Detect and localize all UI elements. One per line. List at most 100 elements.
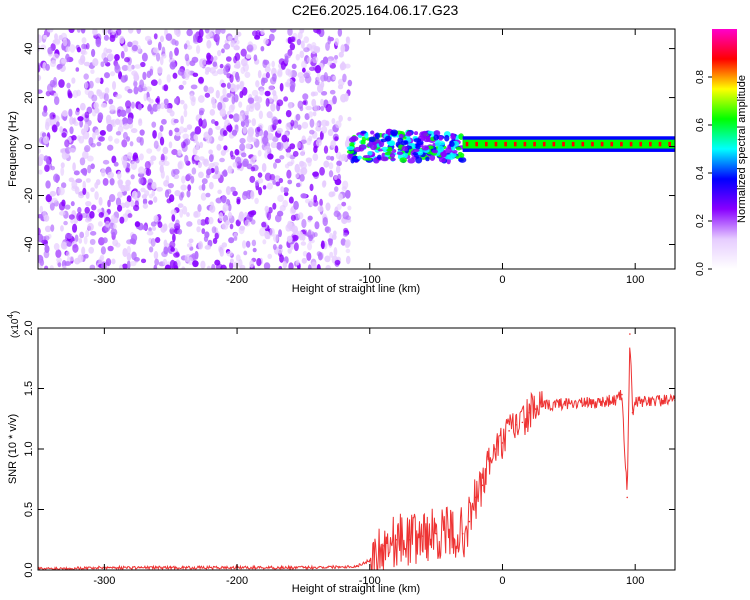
spectrogram-cell (333, 247, 338, 257)
spectrogram-cell (279, 254, 285, 263)
spectrogram-cell (138, 119, 143, 127)
spectrogram-cell (368, 136, 376, 143)
spectrogram-cell (150, 221, 157, 227)
spectrogram-cell (57, 262, 62, 268)
spectrogram-cell (66, 233, 73, 239)
spectrogram-cell (208, 162, 215, 168)
spectrogram-cell (334, 186, 339, 192)
spectrogram-cell (99, 254, 105, 261)
spectrogram-cell (284, 55, 289, 61)
spectrogram-cell (118, 119, 123, 127)
spectrogram-cell (415, 156, 423, 164)
spectrogram-cell (316, 251, 322, 257)
spectrogram-cell (196, 218, 202, 226)
spectrogram-cell (285, 109, 292, 118)
spectrogram-cell (336, 203, 342, 210)
spectrogram-cell (345, 36, 350, 44)
snr-point (621, 393, 623, 396)
spectrogram-cell (102, 29, 108, 35)
spectrogram-cell (51, 197, 58, 203)
spectrogram-cell (61, 151, 68, 160)
spectrogram-cell (126, 117, 134, 125)
spectrogram-cell (190, 84, 198, 90)
spectrogram-cell (258, 110, 264, 120)
spectrogram-cell (181, 175, 186, 184)
spectrogram-cell (112, 223, 117, 230)
spectrogram-cell (215, 89, 220, 99)
spectrogram-cell (64, 139, 70, 148)
spectrogram-cell (335, 120, 342, 129)
spectrogram-cell (229, 186, 236, 193)
spectrogram-cell (125, 100, 132, 109)
spectrogram-cell (122, 44, 128, 49)
spectrogram-cell (249, 175, 256, 183)
spectrogram-cell (204, 29, 210, 34)
spectrogram-cell (163, 239, 168, 247)
spectrogram-cell (427, 130, 434, 135)
snr-point (534, 408, 537, 410)
spectrogram-cell (228, 114, 234, 119)
spectrogram-cell (223, 43, 231, 50)
colorbar-tick-label: 0.6 (695, 118, 706, 132)
spectrogram-cell (257, 178, 264, 184)
spectrogram-cell (235, 71, 240, 81)
spectrogram-cell (117, 125, 124, 133)
snr-frame (37, 327, 676, 571)
spectrogram-cell (335, 165, 341, 174)
spectrogram-cell (203, 85, 209, 93)
spectrogram-cell (140, 187, 146, 193)
spectrogram-cell (73, 121, 79, 127)
spectrogram-cell (88, 137, 94, 146)
spectrogram-cell (44, 164, 50, 172)
spectrogram-cell (90, 230, 97, 236)
spectrogram-cell (153, 264, 158, 269)
spectrogram-cell (221, 48, 225, 54)
spectrogram-cell (299, 174, 305, 182)
spectrogram-cell (252, 30, 258, 37)
spectrogram-cell (336, 212, 342, 221)
spectrogram-cell (226, 82, 231, 90)
spectrogram-cell (91, 204, 97, 211)
spectrogram-cell (182, 80, 187, 86)
spectrogram-cell (283, 191, 289, 197)
spectrogram-cell (251, 89, 259, 97)
snr-point (435, 532, 437, 535)
spectrogram-cell (207, 86, 215, 94)
spectrogram-cell (246, 104, 251, 113)
spectrogram-cell (254, 197, 259, 205)
spectrogram-cell (238, 101, 243, 108)
spectrogram-cell (268, 84, 275, 92)
spectrogram-cell (323, 145, 329, 154)
spectrogram-cell (299, 29, 305, 34)
spectrogram-cell (172, 233, 176, 243)
spectrogram-cell (129, 260, 137, 267)
spectrogram-cell (220, 29, 226, 34)
spectrogram-cell (332, 95, 337, 105)
spectrogram-cell (328, 191, 335, 198)
spectrogram-cell (38, 227, 41, 236)
snr-series-line (38, 347, 675, 570)
spectrogram-cell (111, 155, 117, 164)
spectrogram-cell (668, 141, 671, 147)
spectrogram-cell (336, 160, 342, 167)
spectrogram-cell (84, 206, 90, 214)
spectrogram-cell (95, 38, 102, 48)
spectrogram-cell (289, 143, 296, 150)
spectrogram-cell (177, 149, 182, 156)
spectrogram-cell (334, 259, 341, 266)
spectrogram-cell (62, 265, 67, 269)
spectrogram-cell (227, 211, 233, 219)
spectrogram-cell (278, 177, 284, 184)
spectrogram-cell (79, 157, 86, 166)
spectrogram-cell (181, 266, 186, 269)
spectrogram-cell (119, 216, 125, 224)
spectrogram-cell (46, 29, 54, 33)
spectrogram-cell (302, 250, 308, 257)
spectrogram-cell (77, 116, 84, 122)
colorbar-gradient (712, 29, 737, 269)
spectrogram-cell (142, 203, 149, 209)
spectrogram-cell (219, 157, 225, 163)
spectrogram-cell (320, 81, 325, 89)
spectrogram-cell (214, 121, 219, 127)
